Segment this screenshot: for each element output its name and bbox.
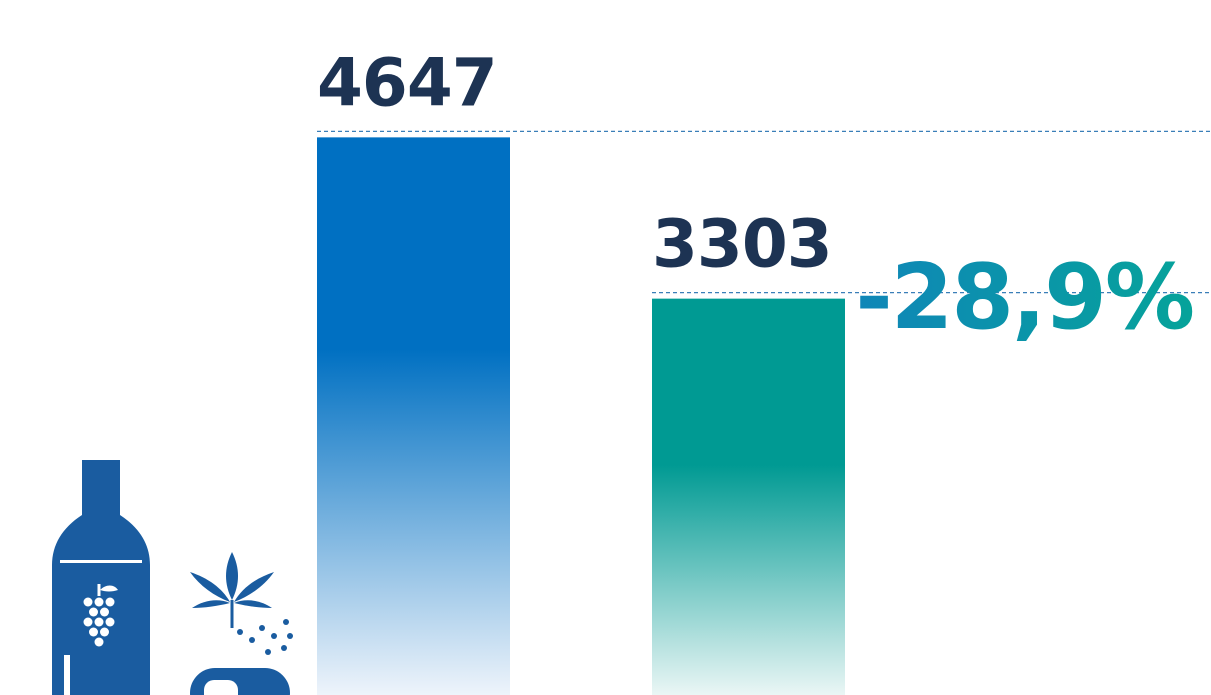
change-percentage-label: -28,9% [855,245,1193,350]
substance-icons [52,460,293,695]
chart-plot-area: 4647 3303 -28,9% [317,44,1211,695]
data-label-2: 3303 [652,206,832,283]
wine-bottle-icon [52,460,150,695]
pills-icon [190,668,290,695]
cannabis-leaf-icon [190,552,274,628]
bar-1 [317,137,510,695]
bar-2 [652,298,845,695]
powder-dots-icon [237,619,293,655]
data-label-1: 4647 [317,44,497,121]
